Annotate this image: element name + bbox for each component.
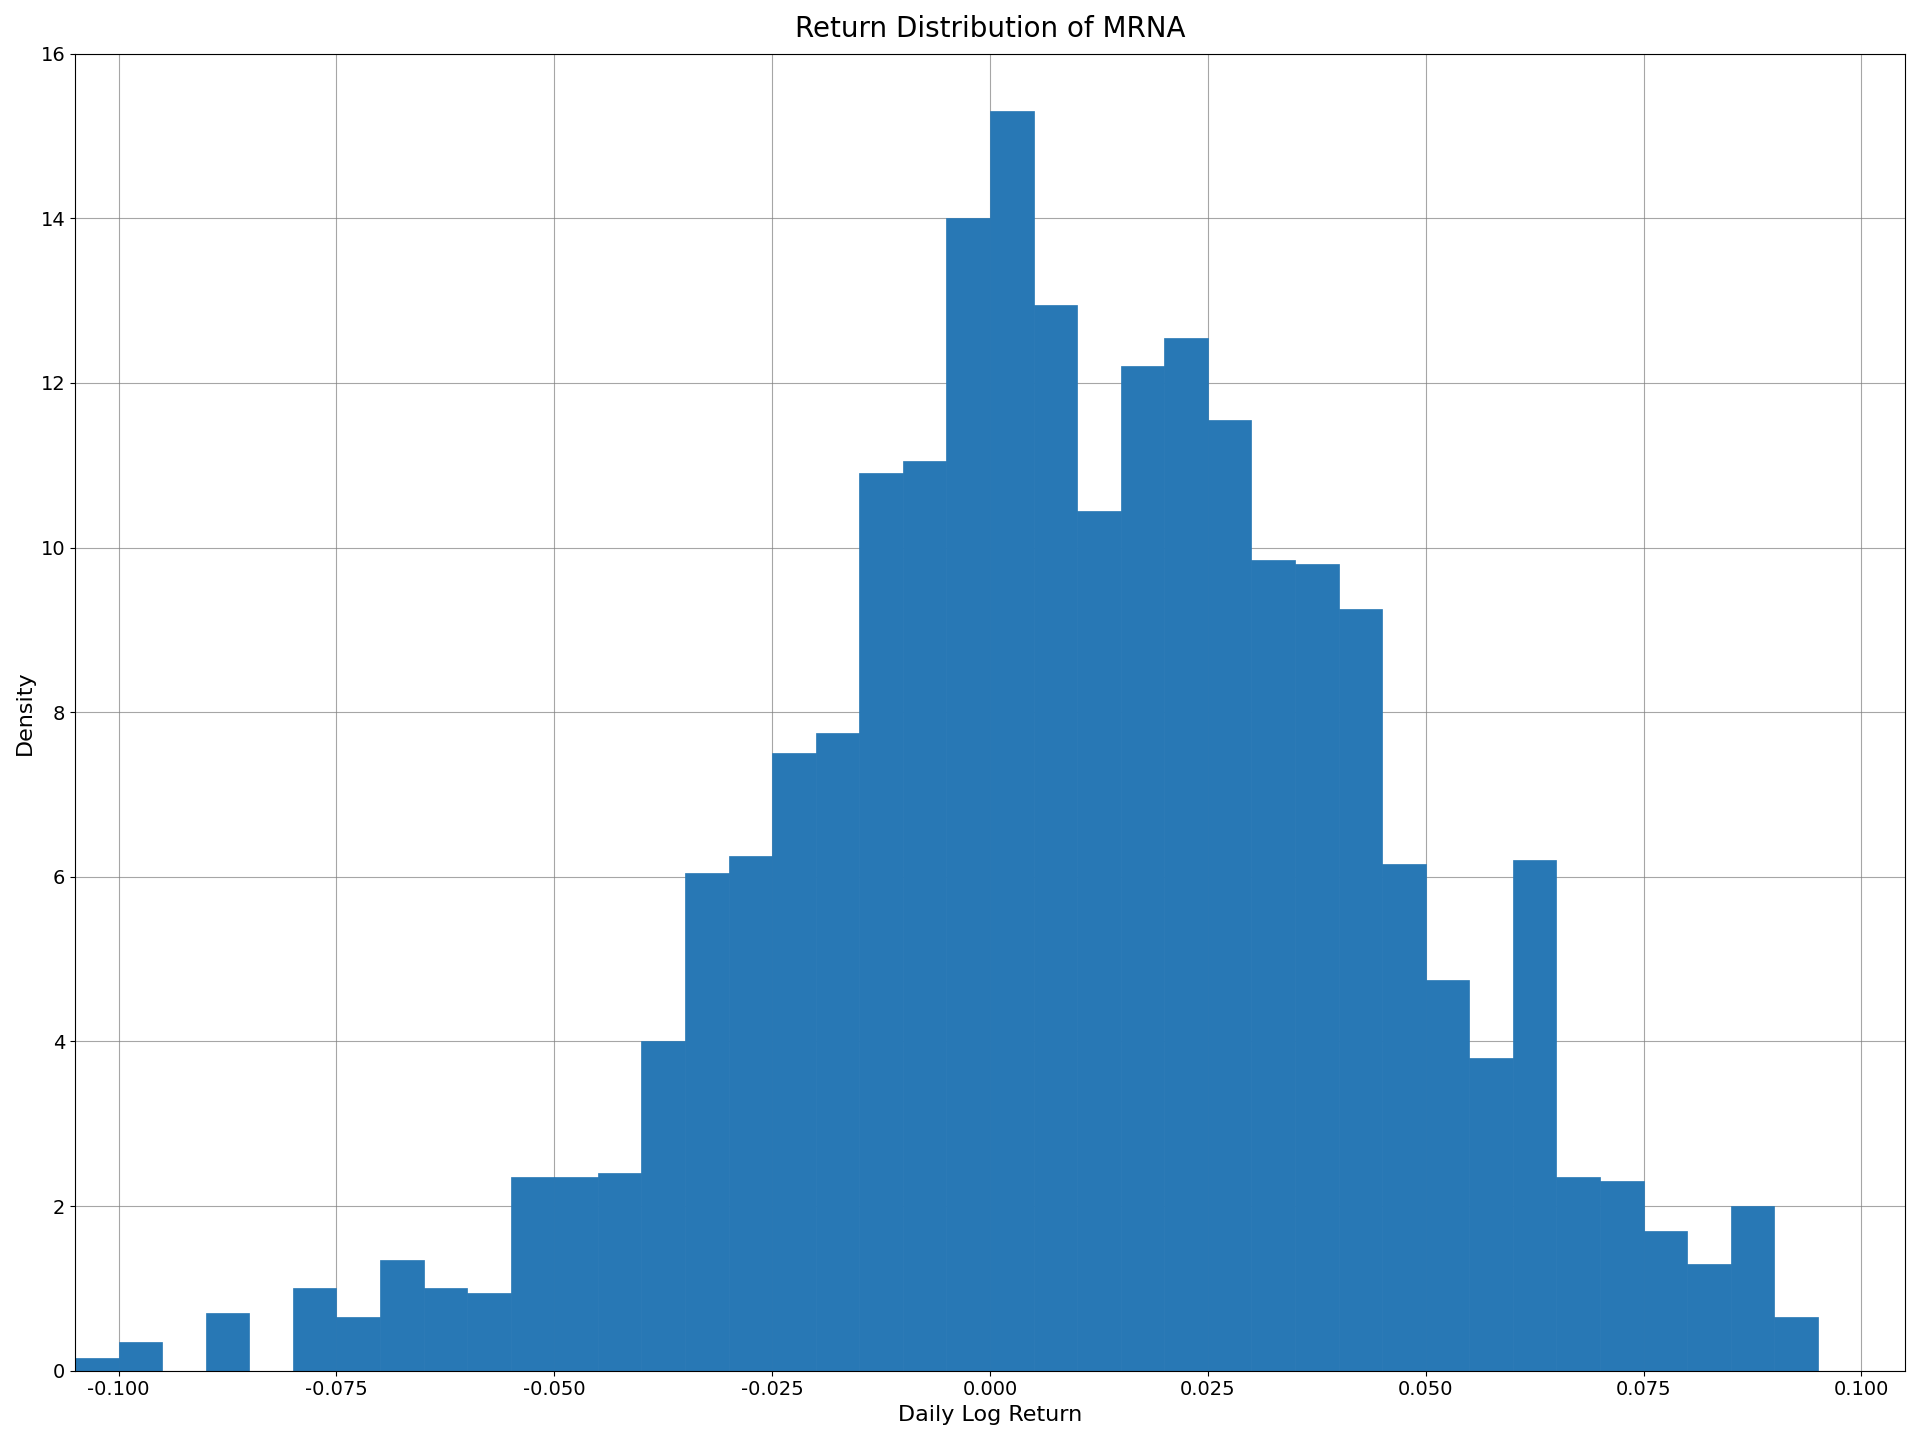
- Bar: [119, 1342, 161, 1371]
- Bar: [902, 461, 947, 1371]
- Bar: [597, 1174, 641, 1371]
- Bar: [467, 1293, 511, 1371]
- Bar: [772, 753, 816, 1371]
- Bar: [1557, 1178, 1599, 1371]
- Bar: [380, 1260, 424, 1371]
- Bar: [75, 1358, 119, 1371]
- Bar: [1513, 860, 1557, 1371]
- Bar: [991, 111, 1033, 1371]
- Title: Return Distribution of MRNA: Return Distribution of MRNA: [795, 14, 1185, 43]
- Bar: [424, 1289, 467, 1371]
- X-axis label: Daily Log Return: Daily Log Return: [899, 1405, 1083, 1426]
- Bar: [1208, 420, 1252, 1371]
- Bar: [1469, 1058, 1513, 1371]
- Bar: [947, 219, 991, 1371]
- Bar: [1294, 564, 1338, 1371]
- Y-axis label: Density: Density: [15, 670, 35, 755]
- Bar: [685, 873, 728, 1371]
- Bar: [336, 1318, 380, 1371]
- Bar: [1121, 366, 1164, 1371]
- Bar: [1164, 337, 1208, 1371]
- Bar: [1688, 1264, 1730, 1371]
- Bar: [816, 733, 860, 1371]
- Bar: [728, 857, 772, 1371]
- Bar: [294, 1289, 336, 1371]
- Bar: [1338, 609, 1382, 1371]
- Bar: [1774, 1318, 1818, 1371]
- Bar: [1644, 1231, 1688, 1371]
- Bar: [1427, 979, 1469, 1371]
- Bar: [511, 1178, 555, 1371]
- Bar: [641, 1041, 685, 1371]
- Bar: [1077, 511, 1121, 1371]
- Bar: [555, 1178, 597, 1371]
- Bar: [205, 1313, 250, 1371]
- Bar: [1730, 1207, 1774, 1371]
- Bar: [860, 474, 902, 1371]
- Bar: [1599, 1181, 1644, 1371]
- Bar: [1252, 560, 1294, 1371]
- Bar: [1382, 864, 1427, 1371]
- Bar: [1033, 305, 1077, 1371]
